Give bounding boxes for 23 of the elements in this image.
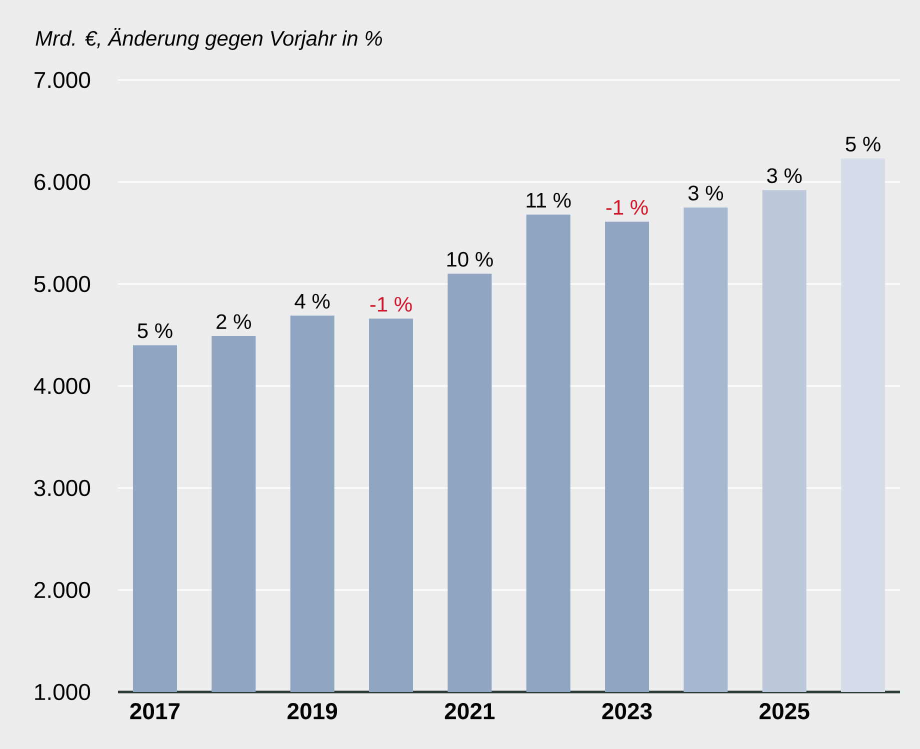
x-tick-label: 2019 <box>288 703 338 720</box>
x-tick-label: 2021 <box>444 703 495 720</box>
annotation: 5 % <box>846 136 880 152</box>
x-tick-label: 2023 <box>602 703 652 720</box>
x-tick-label: 2025 <box>760 703 810 720</box>
y-tick-label: 5.000 <box>34 276 90 292</box>
annotation: -1 % <box>606 200 648 215</box>
annotation: 2 % <box>216 314 251 329</box>
y-tick-label: 3.000 <box>34 480 90 496</box>
annotation: 11 % <box>526 192 571 208</box>
x-tick-label: 2017 <box>130 703 180 720</box>
y-tick-label: 2.000 <box>34 582 90 598</box>
annotation: 4 % <box>294 294 330 309</box>
y-tick-label: 1.000 <box>35 684 90 700</box>
annotation: 3 % <box>688 186 724 200</box>
annotation: 3 % <box>767 168 802 184</box>
annotation: 10 % <box>447 252 493 267</box>
y-tick-label: 4.000 <box>34 378 90 394</box>
annotation: 5 % <box>138 323 172 338</box>
annotation: -1 % <box>370 296 412 312</box>
chart-title: Mrd. €, Änderung gegen Vorjahr in % <box>36 28 382 50</box>
y-tick-label: 7.000 <box>34 72 90 88</box>
y-tick-label: 6.000 <box>34 174 90 190</box>
